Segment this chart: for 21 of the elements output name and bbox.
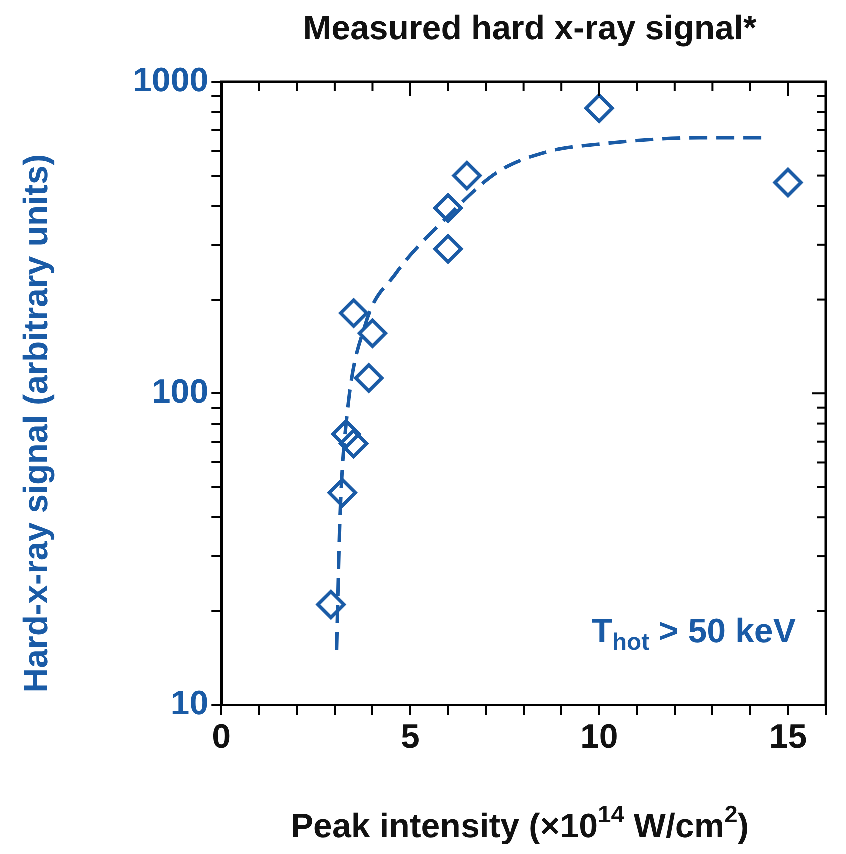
point	[434, 194, 464, 224]
y-tick-label: 100	[152, 372, 209, 411]
point	[316, 590, 346, 620]
point	[358, 318, 388, 348]
point	[584, 94, 614, 124]
x-tick-label: 15	[769, 718, 808, 756]
point	[434, 234, 464, 264]
chart-title: Measured hard x-ray signal*	[303, 9, 758, 48]
x-tick-label: 5	[401, 718, 420, 756]
point	[773, 168, 803, 198]
point	[339, 298, 369, 328]
x-tick-label: 10	[580, 718, 618, 756]
y-axis-title: Hard-x-ray signal (arbitrary units)	[17, 154, 56, 693]
point	[452, 161, 482, 191]
y-tick-label: 1000	[132, 61, 209, 100]
x-tick-label: 0	[212, 718, 232, 756]
y-tick-label: 10	[170, 684, 209, 723]
point	[328, 478, 358, 508]
point	[332, 420, 362, 450]
point	[354, 364, 384, 394]
point	[339, 429, 369, 459]
